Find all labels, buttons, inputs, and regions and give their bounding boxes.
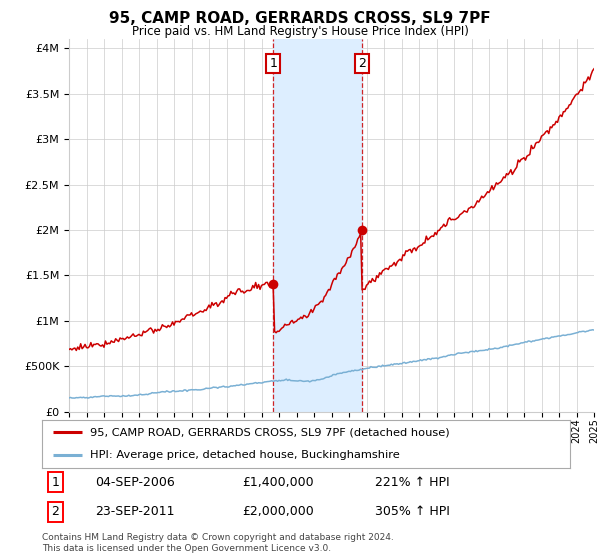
Text: 04-SEP-2006: 04-SEP-2006 xyxy=(95,475,175,489)
Text: 221% ↑ HPI: 221% ↑ HPI xyxy=(374,475,449,489)
Text: 1: 1 xyxy=(269,57,277,70)
Text: 95, CAMP ROAD, GERRARDS CROSS, SL9 7PF: 95, CAMP ROAD, GERRARDS CROSS, SL9 7PF xyxy=(109,11,491,26)
Text: Contains HM Land Registry data © Crown copyright and database right 2024.
This d: Contains HM Land Registry data © Crown c… xyxy=(42,533,394,553)
Text: 305% ↑ HPI: 305% ↑ HPI xyxy=(374,505,449,518)
Text: 2: 2 xyxy=(51,505,59,518)
Bar xyxy=(273,39,362,412)
Text: 1: 1 xyxy=(51,475,59,489)
Text: Price paid vs. HM Land Registry's House Price Index (HPI): Price paid vs. HM Land Registry's House … xyxy=(131,25,469,38)
Text: 2: 2 xyxy=(358,57,365,70)
Text: £1,400,000: £1,400,000 xyxy=(242,475,314,489)
Text: HPI: Average price, detached house, Buckinghamshire: HPI: Average price, detached house, Buck… xyxy=(89,450,399,460)
Text: 23-SEP-2011: 23-SEP-2011 xyxy=(95,505,175,518)
Text: 95, CAMP ROAD, GERRARDS CROSS, SL9 7PF (detached house): 95, CAMP ROAD, GERRARDS CROSS, SL9 7PF (… xyxy=(89,427,449,437)
Text: £2,000,000: £2,000,000 xyxy=(242,505,314,518)
